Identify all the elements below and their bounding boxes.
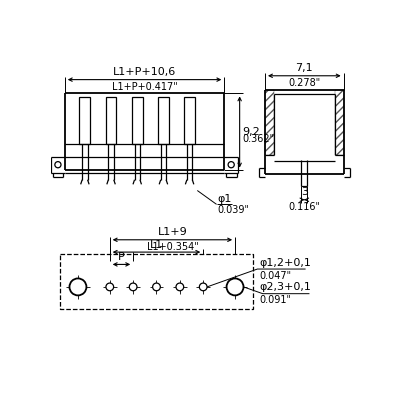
Text: 0.039": 0.039" <box>217 205 249 215</box>
Bar <box>80 97 90 143</box>
Text: 0.091": 0.091" <box>259 295 291 305</box>
Text: 0.116": 0.116" <box>288 202 320 212</box>
Text: φ1,2+0,1: φ1,2+0,1 <box>259 258 311 268</box>
Text: L1+P+0.417": L1+P+0.417" <box>112 82 178 92</box>
Circle shape <box>228 162 234 168</box>
Text: 3: 3 <box>301 188 308 197</box>
Bar <box>60 254 253 309</box>
Bar <box>158 97 169 143</box>
Text: 0.362": 0.362" <box>242 134 274 144</box>
Circle shape <box>55 162 61 168</box>
Circle shape <box>106 283 114 291</box>
Text: L1+0.354": L1+0.354" <box>146 242 198 252</box>
Circle shape <box>129 283 137 291</box>
Circle shape <box>153 283 160 291</box>
Text: φ1: φ1 <box>217 193 232 204</box>
Text: L1+P+10,6: L1+P+10,6 <box>113 67 176 77</box>
Bar <box>132 97 143 143</box>
Text: φ2,3+0,1: φ2,3+0,1 <box>259 282 311 292</box>
Circle shape <box>176 283 184 291</box>
Circle shape <box>199 283 207 291</box>
Text: 0.278": 0.278" <box>288 78 320 88</box>
Text: L1+9: L1+9 <box>158 227 187 238</box>
Text: 0.047": 0.047" <box>259 271 291 281</box>
Text: P: P <box>118 252 125 262</box>
Circle shape <box>226 279 244 296</box>
Bar <box>265 89 274 155</box>
Text: 7,1: 7,1 <box>296 63 313 73</box>
Circle shape <box>70 279 86 296</box>
Text: 9,2: 9,2 <box>242 127 260 137</box>
Text: L1: L1 <box>150 240 163 250</box>
Bar <box>106 97 116 143</box>
Bar <box>184 97 195 143</box>
Bar <box>335 89 344 155</box>
